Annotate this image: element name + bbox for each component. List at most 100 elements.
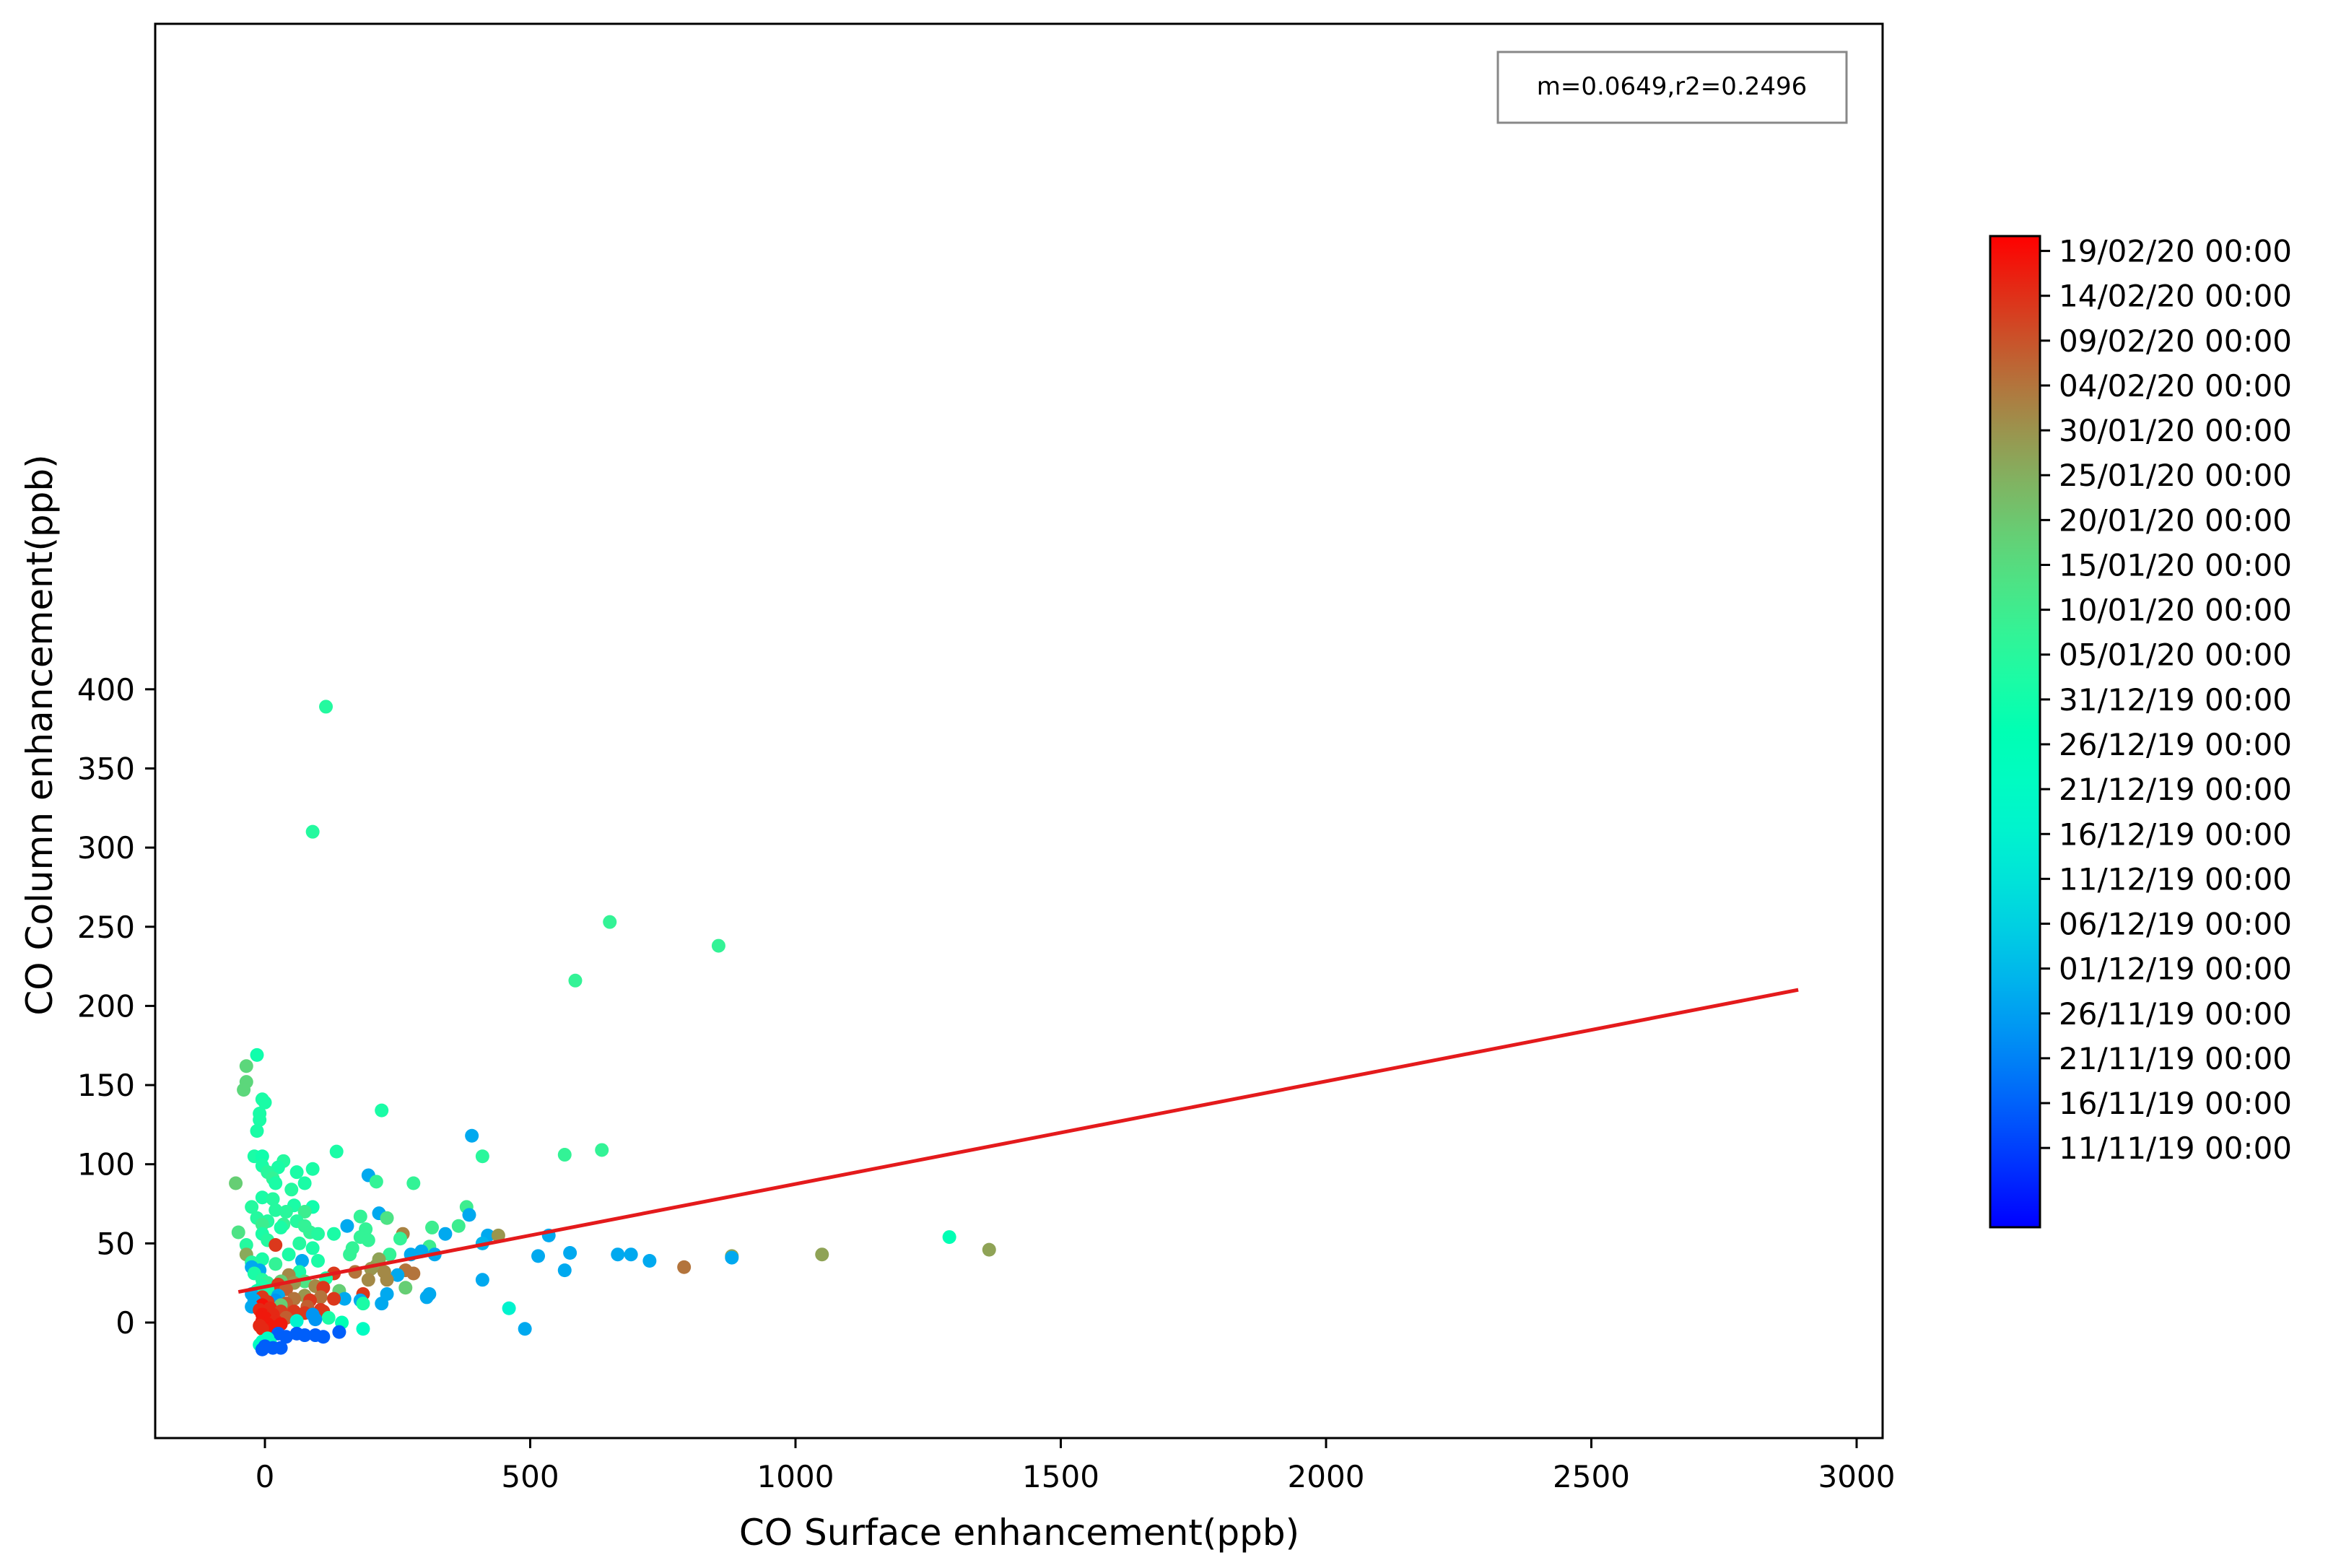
data-point	[292, 1236, 307, 1250]
data-point	[231, 1225, 245, 1240]
data-point	[361, 1233, 375, 1247]
x-axis-label: CO Surface enhancement(ppb)	[739, 1512, 1299, 1554]
data-point	[361, 1273, 375, 1287]
x-tick-label: 1500	[1022, 1459, 1099, 1494]
data-point	[465, 1128, 479, 1143]
data-point	[356, 1322, 370, 1336]
data-point	[313, 1290, 328, 1305]
data-point	[337, 1292, 352, 1306]
data-point	[311, 1227, 325, 1241]
data-point	[266, 1341, 280, 1355]
y-tick-label: 300	[77, 830, 135, 866]
x-tick-label: 500	[501, 1459, 559, 1494]
data-point	[269, 1257, 283, 1271]
colorbar-tick-label: 11/11/19 00:00	[2059, 1131, 2292, 1166]
data-point	[380, 1273, 394, 1287]
data-point	[269, 1203, 283, 1217]
data-point	[595, 1143, 609, 1157]
data-point	[255, 1149, 269, 1164]
data-point	[451, 1219, 466, 1233]
data-point	[369, 1175, 383, 1189]
y-tick-label: 200	[77, 988, 135, 1024]
data-point	[380, 1211, 394, 1225]
data-point	[343, 1247, 357, 1262]
data-point	[297, 1176, 312, 1190]
colorbar-tick-label: 25/01/20 00:00	[2059, 458, 2292, 493]
data-point	[391, 1268, 405, 1282]
colorbar-tick-label: 30/01/20 00:00	[2059, 413, 2292, 448]
colorbar-tick-label: 21/12/19 00:00	[2059, 772, 2292, 807]
regression-line	[237, 988, 1799, 1294]
x-tick-label: 2500	[1553, 1459, 1630, 1494]
data-point	[282, 1247, 296, 1262]
data-point	[677, 1260, 692, 1274]
y-axis: 0 50 100 150 200 250 300 350 400	[77, 672, 155, 1341]
data-point	[332, 1325, 346, 1339]
data-points	[229, 700, 996, 1356]
colorbar-tick-label: 26/11/19 00:00	[2059, 996, 2292, 1032]
y-axis-label: CO Column enhancement(ppb)	[19, 454, 61, 1015]
regression-line-layer	[237, 988, 1799, 1294]
x-tick-label: 1000	[757, 1459, 834, 1494]
data-point	[815, 1247, 829, 1262]
colorbar-tick-label: 09/02/20 00:00	[2059, 323, 2292, 359]
annotation-text: m=0.0649,r2=0.2496	[1537, 72, 1807, 101]
y-tick-label: 100	[77, 1147, 135, 1182]
data-point	[518, 1322, 532, 1336]
colorbar-tick-label: 31/12/19 00:00	[2059, 682, 2292, 718]
annotation-box: m=0.0649,r2=0.2496	[1496, 51, 1848, 124]
data-point	[253, 1112, 267, 1127]
colorbar-tick-label: 10/01/20 00:00	[2059, 593, 2292, 628]
x-tick-label: 2000	[1288, 1459, 1365, 1494]
data-point	[383, 1247, 397, 1262]
data-point	[279, 1204, 293, 1219]
colorbar-tick-label: 20/01/20 00:00	[2059, 502, 2292, 538]
x-tick-label: 3000	[1818, 1459, 1896, 1494]
data-point	[475, 1149, 489, 1164]
colorbar-tick-label: 26/12/19 00:00	[2059, 727, 2292, 762]
data-point	[406, 1176, 421, 1190]
data-point	[266, 1192, 280, 1206]
colorbar	[1989, 235, 2041, 1229]
y-tick-label: 250	[77, 910, 135, 945]
colorbar-tick-label: 06/12/19 00:00	[2059, 907, 2292, 942]
data-point	[356, 1297, 370, 1311]
plot-frame	[154, 22, 1884, 1439]
data-point	[398, 1281, 413, 1295]
data-point	[274, 1220, 288, 1234]
data-point	[406, 1266, 421, 1281]
data-point	[327, 1292, 341, 1306]
data-point	[245, 1200, 259, 1214]
data-point	[229, 1176, 243, 1190]
colorbar-tick-label: 14/02/20 00:00	[2059, 279, 2292, 314]
data-point	[568, 973, 583, 988]
y-tick-label: 150	[77, 1068, 135, 1103]
data-point	[393, 1232, 407, 1246]
data-point	[711, 938, 725, 953]
data-point	[982, 1242, 996, 1257]
data-point	[237, 1083, 251, 1097]
y-tick-label: 50	[97, 1226, 135, 1261]
data-point	[491, 1228, 505, 1242]
data-point	[475, 1273, 489, 1287]
data-point	[353, 1209, 367, 1224]
data-point	[563, 1246, 577, 1260]
data-point	[255, 1342, 269, 1356]
colorbar-tick-label: 01/12/19 00:00	[2059, 951, 2292, 987]
colorbar-labels: 11/11/19 00:00 16/11/19 00:00 21/11/19 00:…	[2040, 234, 2292, 1166]
data-point	[295, 1253, 309, 1268]
data-point	[502, 1301, 516, 1315]
data-point	[269, 1176, 283, 1190]
data-point	[305, 1162, 320, 1176]
data-point	[642, 1253, 657, 1268]
data-point	[340, 1219, 354, 1233]
data-point	[327, 1227, 341, 1241]
data-point	[255, 1190, 269, 1205]
y-tick-label: 0	[115, 1305, 135, 1341]
data-point	[258, 1095, 272, 1110]
colorbar-tick-label: 11/12/19 00:00	[2059, 861, 2292, 897]
colorbar-tick-label: 16/12/19 00:00	[2059, 816, 2292, 852]
data-point	[531, 1249, 546, 1263]
data-point	[375, 1297, 389, 1311]
